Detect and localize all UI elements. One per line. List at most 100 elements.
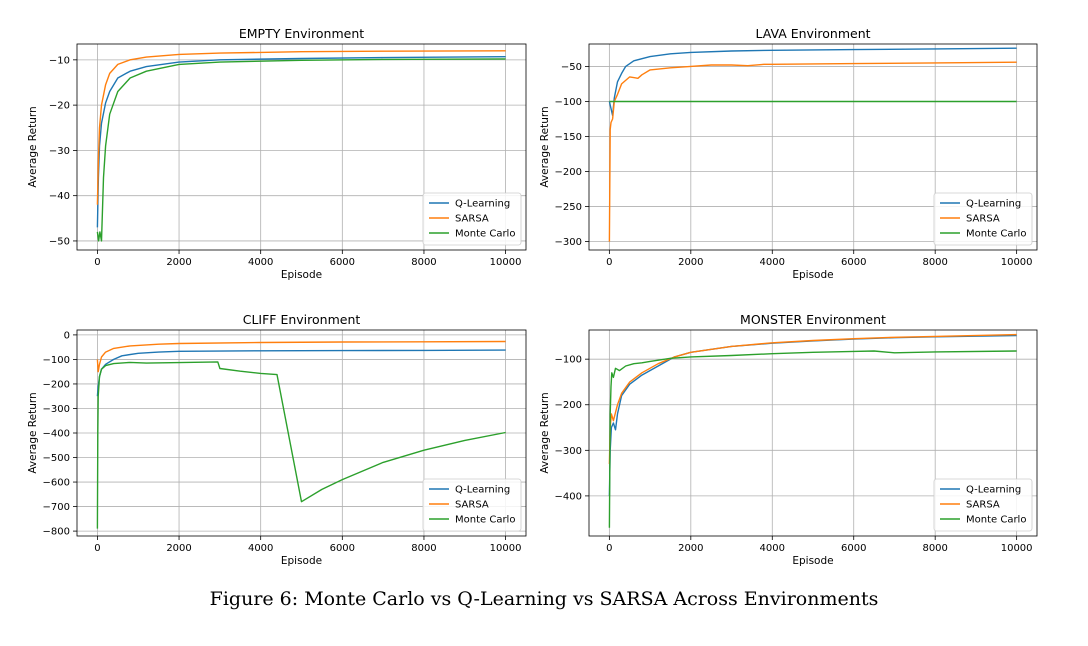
y-tick-label: −200 bbox=[43, 379, 70, 390]
y-axis-label: Average Return bbox=[27, 392, 39, 473]
y-tick-label: −300 bbox=[555, 237, 582, 248]
figure: 0 2000 4000 6000 8000 10000 −50 −40 −30 −20 −10 EMP… bbox=[27, 26, 1038, 567]
legend-label-sarsa: SARSA bbox=[966, 500, 1000, 511]
x-tick-label: 2000 bbox=[166, 257, 191, 268]
series-line-q-learning bbox=[96, 56, 506, 228]
x-tick-label: 2000 bbox=[678, 257, 703, 268]
y-tick-label: −500 bbox=[43, 453, 70, 464]
x-tick-label: 10000 bbox=[1001, 257, 1033, 268]
chart-title: LAVA Environment bbox=[755, 26, 870, 41]
series-line-q-learning bbox=[608, 47, 1017, 117]
y-axis-label: Average Return bbox=[539, 106, 551, 187]
chart-title: MONSTER Environment bbox=[740, 312, 886, 327]
x-tick-label: 8000 bbox=[411, 543, 436, 554]
legend: Q-Learning SARSA Monte Carlo bbox=[422, 192, 522, 246]
legend-label-q-learning: Q-Learning bbox=[455, 199, 510, 210]
x-tick-label: 2000 bbox=[166, 543, 191, 554]
figure-caption: Figure 6: Monte Carlo vs Q-Learning vs S… bbox=[209, 588, 879, 610]
legend-box bbox=[933, 478, 1033, 532]
x-axis-label: Episode bbox=[792, 269, 833, 281]
y-tick-label: −150 bbox=[555, 132, 582, 143]
x-tick-label: 2000 bbox=[678, 543, 703, 554]
y-tick-label: −700 bbox=[43, 502, 70, 513]
legend-label-monte-carlo: Monte Carlo bbox=[455, 229, 515, 240]
legend: Q-Learning SARSA Monte Carlo bbox=[933, 192, 1033, 246]
y-tick-label: −300 bbox=[555, 446, 582, 457]
legend-box bbox=[422, 192, 522, 246]
y-tick-label: −300 bbox=[43, 404, 70, 415]
legend-label-monte-carlo: Monte Carlo bbox=[455, 515, 515, 526]
x-tick-label: 6000 bbox=[841, 543, 866, 554]
series-line-monte-carlo bbox=[608, 350, 1017, 528]
legend: Q-Learning SARSA Monte Carlo bbox=[422, 478, 522, 532]
x-tick-label: 0 bbox=[94, 257, 100, 268]
series-line-monte-carlo bbox=[96, 58, 506, 242]
legend-label-sarsa: SARSA bbox=[455, 500, 489, 511]
x-axis-label: Episode bbox=[281, 269, 322, 281]
y-tick-label: −400 bbox=[555, 491, 582, 502]
chart-title: EMPTY Environment bbox=[239, 26, 364, 41]
x-tick-label: 10000 bbox=[1001, 543, 1033, 554]
series-line-sarsa bbox=[96, 50, 506, 205]
y-tick-label: −50 bbox=[561, 62, 582, 73]
y-tick-label: −250 bbox=[555, 202, 582, 213]
y-tick-label: −100 bbox=[43, 355, 70, 366]
axes-frame bbox=[76, 329, 527, 537]
y-tick-label: −50 bbox=[49, 236, 70, 247]
x-tick-label: 4000 bbox=[760, 257, 785, 268]
x-tick-label: 0 bbox=[606, 543, 612, 554]
y-axis-label: Average Return bbox=[539, 392, 551, 473]
legend-box bbox=[422, 478, 522, 532]
series-line-sarsa bbox=[96, 340, 506, 373]
series-line-sarsa bbox=[608, 61, 1017, 242]
x-tick-label: 10000 bbox=[490, 543, 522, 554]
x-tick-label: 0 bbox=[606, 257, 612, 268]
x-tick-label: 6000 bbox=[330, 543, 355, 554]
axes-frame bbox=[588, 329, 1038, 537]
legend-label-sarsa: SARSA bbox=[455, 214, 489, 225]
y-axis-label: Average Return bbox=[27, 106, 39, 187]
x-tick-label: 4000 bbox=[248, 257, 273, 268]
legend-label-q-learning: Q-Learning bbox=[966, 199, 1021, 210]
x-tick-label: 4000 bbox=[248, 543, 273, 554]
legend-label-monte-carlo: Monte Carlo bbox=[966, 515, 1026, 526]
x-axis-label: Episode bbox=[281, 555, 322, 567]
x-tick-label: 4000 bbox=[760, 543, 785, 554]
y-tick-label: −20 bbox=[49, 101, 70, 112]
series-line-q-learning bbox=[96, 349, 506, 397]
x-axis-label: Episode bbox=[792, 555, 833, 567]
chart-empty-environment: 0 2000 4000 6000 8000 10000 −50 −40 −30 −20 −10 EMP… bbox=[27, 26, 527, 281]
y-tick-label: −200 bbox=[555, 400, 582, 411]
legend: Q-Learning SARSA Monte Carlo bbox=[933, 478, 1033, 532]
y-tick-label: −200 bbox=[555, 167, 582, 178]
legend-box bbox=[933, 192, 1033, 246]
axes-frame bbox=[76, 43, 527, 251]
y-tick-label: 0 bbox=[64, 330, 70, 341]
x-tick-label: 8000 bbox=[411, 257, 436, 268]
x-tick-label: 8000 bbox=[922, 257, 947, 268]
legend-label-q-learning: Q-Learning bbox=[966, 485, 1021, 496]
axes-frame bbox=[588, 43, 1038, 251]
x-tick-label: 0 bbox=[94, 543, 100, 554]
y-tick-label: −100 bbox=[555, 355, 582, 366]
legend-label-q-learning: Q-Learning bbox=[455, 485, 510, 496]
legend-label-monte-carlo: Monte Carlo bbox=[966, 229, 1026, 240]
x-tick-label: 6000 bbox=[841, 257, 866, 268]
legend-label-sarsa: SARSA bbox=[966, 214, 1000, 225]
chart-title: CLIFF Environment bbox=[243, 312, 361, 327]
series-line-sarsa bbox=[608, 333, 1017, 465]
series-line-monte-carlo bbox=[96, 361, 506, 529]
chart-cliff-environment: 0 2000 4000 6000 8000 10000 −800 −700 −600 −500 −4… bbox=[27, 312, 527, 567]
x-tick-label: 10000 bbox=[490, 257, 522, 268]
y-tick-label: −800 bbox=[43, 527, 70, 538]
y-tick-label: −30 bbox=[49, 146, 70, 157]
y-tick-label: −100 bbox=[555, 97, 582, 108]
chart-monster-environment: 0 2000 4000 6000 8000 10000 −400 −300 −200 −100 MO… bbox=[539, 312, 1038, 567]
y-tick-label: −400 bbox=[43, 429, 70, 440]
chart-lava-environment: 0 2000 4000 6000 8000 10000 −300 −250 −200 −150 −1… bbox=[539, 26, 1038, 281]
x-tick-label: 6000 bbox=[330, 257, 355, 268]
y-tick-label: −10 bbox=[49, 55, 70, 66]
y-tick-label: −40 bbox=[49, 191, 70, 202]
y-tick-label: −600 bbox=[43, 478, 70, 489]
x-tick-label: 8000 bbox=[922, 543, 947, 554]
